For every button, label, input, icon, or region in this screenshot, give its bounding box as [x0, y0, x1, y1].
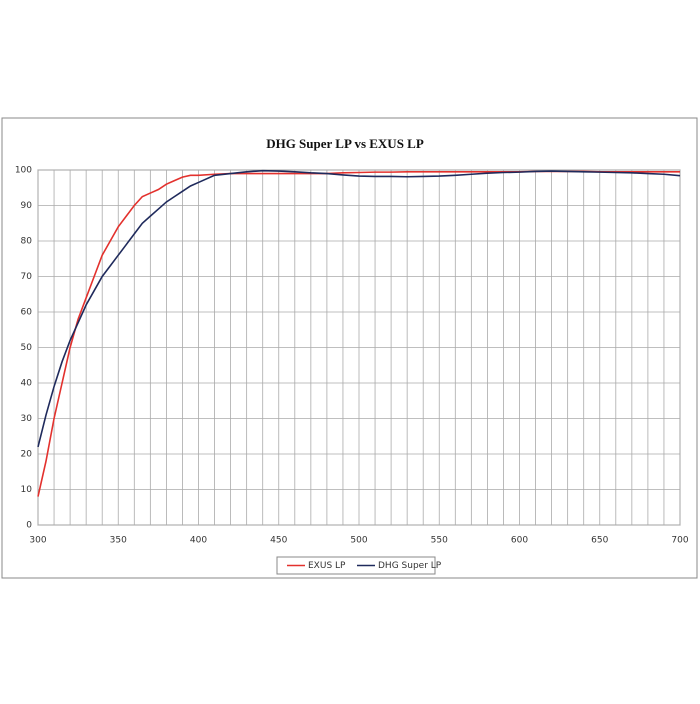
x-tick-label: 500: [350, 536, 367, 546]
x-tick-label: 450: [270, 536, 287, 546]
series-line: [37, 169, 681, 448]
chart-title: DHG Super LP vs EXUS LP: [266, 136, 424, 151]
y-tick-label: 60: [21, 308, 33, 318]
y-tick-label: 20: [21, 450, 33, 460]
x-tick-label: 600: [511, 536, 528, 546]
y-tick-label: 50: [21, 343, 33, 353]
y-tick-label: 0: [26, 521, 32, 531]
x-tick-label: 300: [29, 536, 46, 546]
y-tick-label: 10: [21, 485, 33, 495]
legend-label: DHG Super LP: [378, 561, 442, 571]
y-tick-label: 30: [21, 414, 33, 424]
y-tick-label: 70: [21, 272, 33, 282]
x-tick-label: 550: [431, 536, 448, 546]
x-tick-label: 350: [110, 536, 127, 546]
x-tick-label: 650: [591, 536, 608, 546]
y-tick-label: 40: [21, 379, 33, 389]
legend-box: [276, 556, 436, 575]
x-tick-label: 400: [190, 536, 207, 546]
y-tick-label: 80: [21, 237, 33, 247]
legend-label: EXUS LP: [308, 561, 346, 571]
x-tick-label: 700: [671, 536, 688, 546]
y-tick-label: 100: [15, 166, 32, 176]
y-tick-label: 90: [21, 201, 33, 211]
